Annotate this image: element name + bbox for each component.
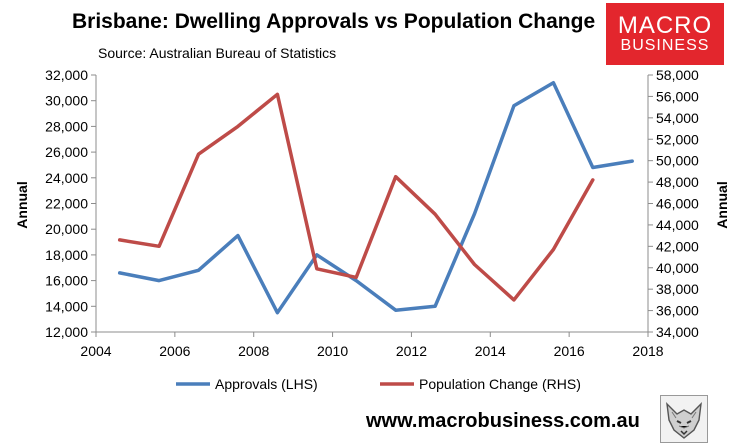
y-right-tick-label: 38,000: [656, 281, 699, 297]
y-right-tick-label: 50,000: [656, 153, 699, 169]
y-left-tick-label: 30,000: [45, 93, 88, 109]
y-left-tick-label: 18,000: [45, 247, 88, 263]
y-left-tick-label: 28,000: [45, 118, 88, 134]
x-tick-label: 2004: [80, 343, 111, 359]
legend-label: Approvals (LHS): [215, 376, 318, 392]
x-tick-label: 2014: [475, 343, 506, 359]
y-right-tick-label: 54,000: [656, 110, 699, 126]
y-axis-label-right: Annual: [714, 181, 730, 228]
y-right-tick-label: 56,000: [656, 88, 699, 104]
series-line-approvals-lhs: [117, 80, 634, 315]
x-tick-label: 2010: [317, 343, 348, 359]
logo-line-2: BUSINESS: [620, 37, 710, 55]
left-axis: 12,000 14,000 16,000 18,000 20,000 22,000 24,0…: [45, 67, 96, 340]
y-right-tick-label: 52,000: [656, 131, 699, 147]
y-left-tick-label: 16,000: [45, 273, 88, 289]
chart-source: Source: Australian Bureau of Statistics: [98, 45, 337, 61]
series-layer: [117, 80, 634, 315]
y-right-tick-label: 34,000: [656, 324, 699, 340]
legend-label: Population Change (RHS): [419, 376, 581, 392]
y-left-tick-label: 14,000: [45, 298, 88, 314]
y-axis-label-left: Annual: [14, 181, 30, 228]
wolf-icon: [660, 395, 708, 443]
x-tick-label: 2006: [159, 343, 190, 359]
y-right-tick-label: 44,000: [656, 217, 699, 233]
right-axis: 34,000 36,000 38,000 40,000 42,000 44,000 46,0…: [648, 67, 699, 340]
y-right-tick-label: 46,000: [656, 196, 699, 212]
y-right-tick-label: 36,000: [656, 303, 699, 319]
y-left-tick-label: 26,000: [45, 144, 88, 160]
y-right-tick-label: 48,000: [656, 174, 699, 190]
y-left-tick-label: 32,000: [45, 67, 88, 83]
macrobusiness-logo[interactable]: MACRO BUSINESS: [606, 3, 724, 65]
y-left-tick-label: 24,000: [45, 170, 88, 186]
x-tick-label: 2018: [632, 343, 663, 359]
x-tick-label: 2008: [238, 343, 269, 359]
chart-title: Brisbane: Dwelling Approvals vs Populati…: [72, 10, 596, 33]
y-right-tick-label: 58,000: [656, 67, 699, 83]
x-axis: 2004 2006 2008 2010 2012 2014 2016 2018: [80, 332, 664, 359]
y-left-tick-label: 20,000: [45, 221, 88, 237]
y-right-tick-label: 42,000: [656, 238, 699, 254]
logo-line-1: MACRO: [617, 12, 713, 39]
y-left-tick-label: 22,000: [45, 196, 88, 212]
legend: Approvals (LHS) Population Change (RHS): [176, 376, 581, 392]
x-tick-label: 2016: [554, 343, 585, 359]
y-left-tick-label: 12,000: [45, 324, 88, 340]
y-right-tick-label: 40,000: [656, 260, 699, 276]
website-url[interactable]: www.macrobusiness.com.au: [366, 410, 640, 432]
series-line-population-change-rhs: [117, 92, 595, 302]
x-tick-label: 2012: [396, 343, 427, 359]
